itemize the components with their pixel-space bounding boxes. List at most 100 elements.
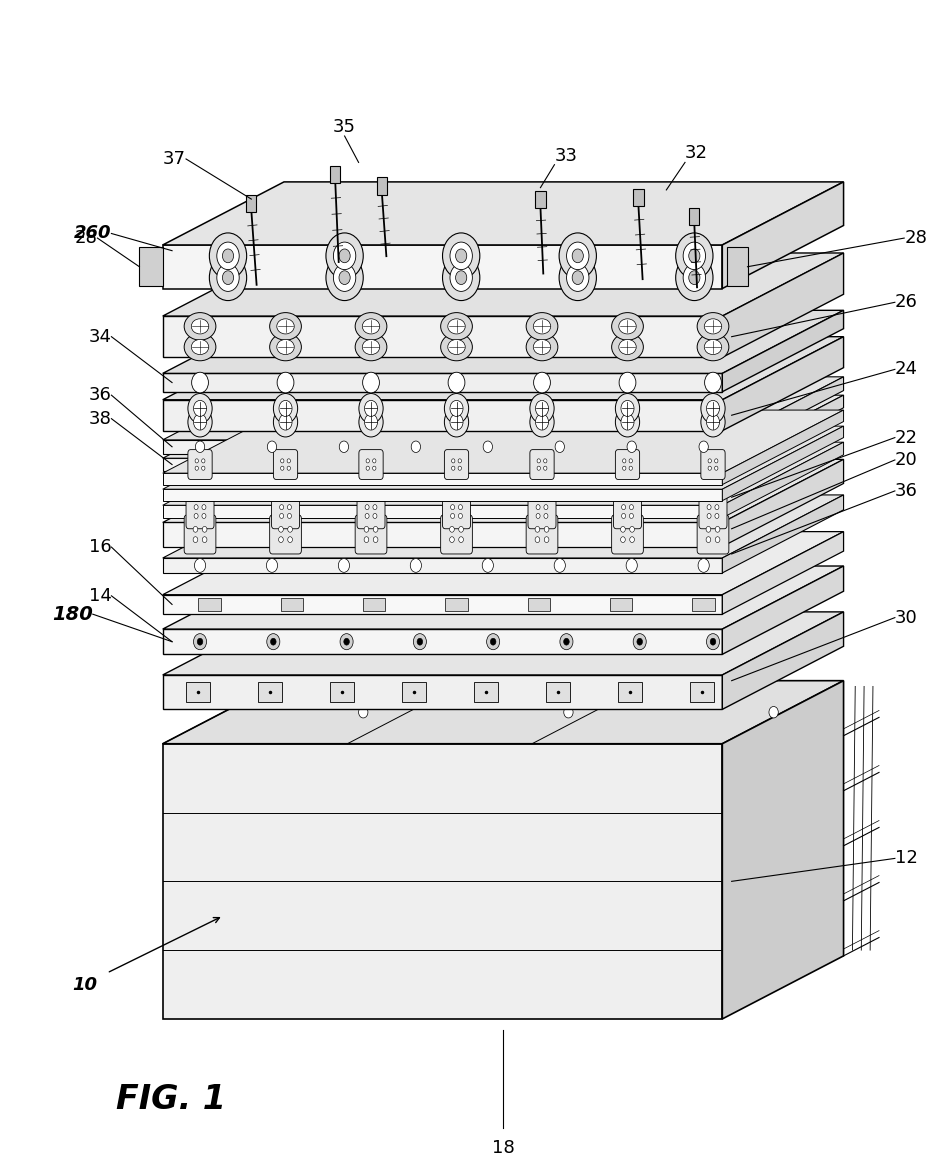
FancyBboxPatch shape xyxy=(184,514,215,554)
Polygon shape xyxy=(723,495,843,573)
Circle shape xyxy=(535,414,549,430)
Polygon shape xyxy=(723,336,843,431)
Circle shape xyxy=(455,271,467,284)
Polygon shape xyxy=(163,253,843,317)
Polygon shape xyxy=(163,395,843,459)
Circle shape xyxy=(195,466,199,470)
Circle shape xyxy=(707,513,711,518)
Circle shape xyxy=(450,242,472,270)
Circle shape xyxy=(364,537,369,542)
Circle shape xyxy=(366,459,370,463)
Circle shape xyxy=(448,372,465,393)
Circle shape xyxy=(627,441,636,453)
Circle shape xyxy=(707,414,720,430)
Circle shape xyxy=(630,466,632,470)
FancyBboxPatch shape xyxy=(530,449,554,480)
Text: 26: 26 xyxy=(895,293,917,311)
Circle shape xyxy=(450,264,472,291)
Circle shape xyxy=(530,407,554,436)
Circle shape xyxy=(216,242,239,270)
Circle shape xyxy=(194,400,207,417)
Ellipse shape xyxy=(277,319,295,334)
FancyBboxPatch shape xyxy=(280,597,303,611)
Circle shape xyxy=(452,466,455,470)
Circle shape xyxy=(201,466,205,470)
Circle shape xyxy=(193,537,198,542)
Text: 28: 28 xyxy=(904,229,927,247)
Circle shape xyxy=(621,400,634,417)
Circle shape xyxy=(267,441,277,453)
FancyBboxPatch shape xyxy=(614,495,642,528)
Circle shape xyxy=(676,233,713,279)
Circle shape xyxy=(458,513,462,518)
Circle shape xyxy=(630,505,633,510)
Circle shape xyxy=(450,400,463,417)
Ellipse shape xyxy=(704,319,722,334)
Circle shape xyxy=(714,466,718,470)
Ellipse shape xyxy=(704,340,722,355)
Circle shape xyxy=(359,393,383,424)
Circle shape xyxy=(373,505,377,510)
Circle shape xyxy=(621,414,634,430)
FancyBboxPatch shape xyxy=(535,191,546,208)
Circle shape xyxy=(714,459,718,463)
Polygon shape xyxy=(163,681,843,744)
Ellipse shape xyxy=(448,340,465,355)
Circle shape xyxy=(555,441,565,453)
Text: 36: 36 xyxy=(895,482,917,499)
FancyBboxPatch shape xyxy=(274,449,297,480)
Circle shape xyxy=(560,633,573,650)
Circle shape xyxy=(458,537,463,542)
Circle shape xyxy=(710,638,716,645)
Circle shape xyxy=(707,400,720,417)
Polygon shape xyxy=(723,681,843,1018)
Polygon shape xyxy=(163,442,843,505)
Circle shape xyxy=(544,513,548,518)
Circle shape xyxy=(216,264,239,291)
Circle shape xyxy=(374,537,378,542)
Circle shape xyxy=(622,505,626,510)
Circle shape xyxy=(689,271,700,284)
Ellipse shape xyxy=(697,333,729,361)
Text: 12: 12 xyxy=(895,850,917,867)
Ellipse shape xyxy=(270,313,301,340)
FancyBboxPatch shape xyxy=(528,495,556,528)
Circle shape xyxy=(715,505,719,510)
Polygon shape xyxy=(723,377,843,454)
Circle shape xyxy=(364,414,377,430)
Circle shape xyxy=(198,638,203,645)
Circle shape xyxy=(637,638,643,645)
FancyBboxPatch shape xyxy=(610,597,632,611)
Polygon shape xyxy=(163,473,723,484)
Text: 24: 24 xyxy=(895,361,917,378)
Circle shape xyxy=(326,255,363,300)
Circle shape xyxy=(544,505,548,510)
Circle shape xyxy=(450,537,455,542)
Circle shape xyxy=(287,466,291,470)
Circle shape xyxy=(572,271,583,284)
Circle shape xyxy=(707,505,711,510)
Circle shape xyxy=(442,233,480,279)
Ellipse shape xyxy=(619,340,636,355)
Polygon shape xyxy=(727,247,747,286)
Polygon shape xyxy=(163,495,843,558)
Circle shape xyxy=(544,466,547,470)
Circle shape xyxy=(343,638,349,645)
Circle shape xyxy=(359,707,368,718)
Circle shape xyxy=(707,633,720,650)
Circle shape xyxy=(455,249,467,263)
Circle shape xyxy=(535,400,549,417)
Circle shape xyxy=(202,505,206,510)
FancyBboxPatch shape xyxy=(440,514,472,554)
Circle shape xyxy=(559,255,597,300)
Ellipse shape xyxy=(191,319,209,334)
Circle shape xyxy=(451,513,455,518)
Text: 10: 10 xyxy=(72,975,98,994)
FancyBboxPatch shape xyxy=(186,495,214,528)
Text: 30: 30 xyxy=(895,609,917,626)
Polygon shape xyxy=(723,410,843,484)
Circle shape xyxy=(633,633,646,650)
Circle shape xyxy=(676,255,713,300)
Polygon shape xyxy=(163,523,723,547)
Ellipse shape xyxy=(697,313,729,340)
